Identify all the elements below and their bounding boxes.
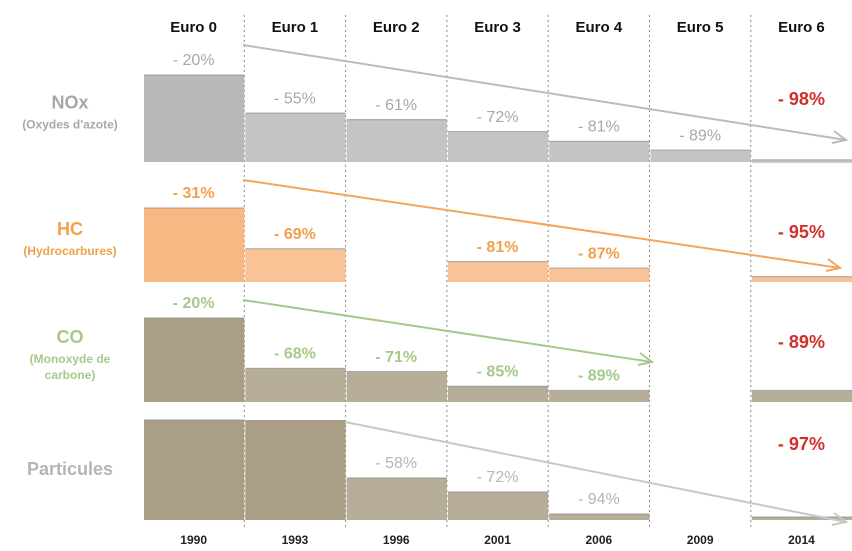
bar [346,478,447,520]
arrow-head [825,258,843,272]
column-header: Euro 0 [170,19,217,36]
row-subtitle: carbone) [45,368,96,382]
value-label: - 81% [477,239,519,256]
bar [245,113,346,162]
value-label: - 98% [778,89,825,109]
value-label: - 81% [578,119,620,136]
value-label: - 58% [375,455,417,472]
row-subtitle: (Oxydes d'azote) [22,118,118,132]
arrow [242,179,841,269]
bar [447,261,549,282]
value-label: - 71% [375,349,417,366]
value-label: - 69% [274,226,316,243]
column-header: Euro 3 [474,19,521,36]
bar [447,492,549,520]
value-label: - 95% [778,222,825,242]
bar [751,390,852,402]
value-label: - 55% [274,90,316,107]
year-label: 1990 [180,533,207,547]
value-label: - 31% [173,185,215,202]
bar [245,248,346,282]
arrow-head [831,130,849,144]
value-label: - 94% [578,491,620,508]
value-label: - 20% [173,52,215,69]
bar [549,141,650,162]
bar [144,75,245,162]
column-header: Euro 6 [778,19,825,36]
arrow [242,299,653,363]
year-label: 2014 [788,533,815,547]
bar [650,150,751,162]
bar [549,514,650,520]
bar [751,159,852,163]
bar [549,390,650,402]
value-label: - 85% [477,363,519,380]
value-label: - 61% [375,97,417,114]
bar [447,131,549,162]
bar [144,208,245,282]
row-name: CO [57,327,84,347]
year-label: 2009 [687,533,714,547]
value-label: - 97% [778,434,825,454]
bar [346,119,447,162]
row-subtitle: (Monoxyde de [30,352,111,366]
value-label: - 87% [578,245,620,262]
arrow [344,421,847,523]
value-label: - 89% [578,368,620,385]
column-header: Euro 4 [576,19,623,36]
arrow [242,44,847,141]
bar [751,517,852,520]
bar [751,276,852,282]
year-label: 2006 [585,533,612,547]
value-label: - 68% [274,346,316,363]
bar [245,420,346,520]
arrows [242,44,849,526]
bar [549,268,650,282]
bar [245,368,346,402]
value-label: - 72% [477,109,519,126]
value-label: - 20% [173,295,215,312]
column-header: Euro 1 [272,19,319,36]
value-label: - 89% [679,127,721,144]
year-label: 1996 [383,533,410,547]
arrow-head [831,512,849,526]
column-header: Euro 5 [677,19,724,36]
column-header: Euro 2 [373,19,420,36]
row-name: NOx [51,92,88,112]
value-label: - 72% [477,469,519,486]
year-label: 1993 [282,533,309,547]
bar [144,318,245,402]
year-label: 2001 [484,533,511,547]
row-name: Particules [27,459,113,479]
bar [346,371,447,402]
row-name: HC [57,219,83,239]
value-label: - 89% [778,332,825,352]
bar [447,386,549,402]
arrow-head [637,352,655,366]
bar [144,420,245,520]
row-subtitle: (Hydrocarbures) [23,244,116,258]
